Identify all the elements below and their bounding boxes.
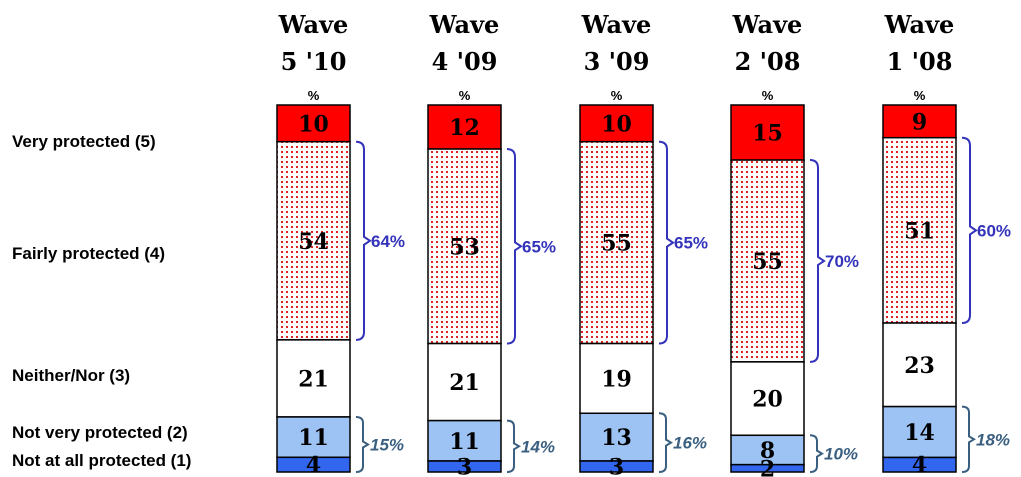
bar-segment-very-protected xyxy=(882,104,957,139)
data-label-not-very-protected: 11 xyxy=(298,425,329,451)
category-label: 5 '10 xyxy=(281,47,347,76)
bar-segment-neither-nor xyxy=(427,342,502,422)
bar-segment-very-protected xyxy=(730,104,805,161)
net-not-protected-label: 15% xyxy=(370,435,404,454)
data-label-not-at-all-protected: 4 xyxy=(912,453,927,477)
data-label-not-at-all-protected: 3 xyxy=(457,454,472,477)
data-label-not-at-all-protected: 2 xyxy=(760,456,775,477)
net-protected-label: 60% xyxy=(977,221,1011,240)
bar-segment-very-protected xyxy=(579,104,654,143)
bracket-not-protected xyxy=(658,412,673,473)
row-label-very-protected: Very protected (5) xyxy=(12,132,156,151)
net-not-protected-label: 16% xyxy=(673,434,707,453)
bar-segment-not-very-protected xyxy=(276,416,351,459)
data-label-not-very-protected: 13 xyxy=(601,425,632,451)
data-label-neither-nor: 20 xyxy=(752,387,783,413)
data-label-fairly-protected: 53 xyxy=(449,234,480,260)
row-label-fairly-protected: Fairly protected (4) xyxy=(12,244,165,263)
category-label: Wave xyxy=(429,10,500,39)
percent-symbol: % xyxy=(611,88,623,103)
net-protected-label: 70% xyxy=(825,252,859,271)
bar-segment-fairly-protected xyxy=(579,140,654,345)
net-not-protected-label: 14% xyxy=(521,437,555,456)
category-label: 4 '09 xyxy=(432,47,498,76)
category-label: 2 '08 xyxy=(735,47,801,76)
data-label-fairly-protected: 51 xyxy=(904,218,935,244)
bar-segment-fairly-protected xyxy=(730,159,805,363)
net-protected-label: 65% xyxy=(674,234,708,253)
bracket-protected xyxy=(809,159,826,363)
data-label-very-protected: 10 xyxy=(601,111,632,137)
bar-segment-not-at-all-protected xyxy=(427,460,502,473)
data-label-neither-nor: 21 xyxy=(449,370,480,396)
data-label-very-protected: 12 xyxy=(449,115,480,141)
data-label-very-protected: 10 xyxy=(298,111,329,137)
data-label-neither-nor: 21 xyxy=(298,366,329,392)
category-label: 3 '09 xyxy=(584,47,650,76)
bracket-not-protected xyxy=(506,419,521,473)
bar-group-5: Wave 1 '08% 9 51 23 14 4 60% 18% xyxy=(882,10,1011,477)
row-labels: Very protected (5) Fairly protected (4) Ne… xyxy=(12,132,191,470)
category-label: 1 '08 xyxy=(887,47,953,76)
bar-segment-not-at-all-protected xyxy=(276,456,351,473)
data-label-fairly-protected: 55 xyxy=(601,231,632,257)
percent-symbol: % xyxy=(914,88,926,103)
bar-group-1: Wave 5 '10% 10 54 21 114 64% 15% xyxy=(276,10,405,477)
percent-symbol: % xyxy=(762,88,774,103)
category-label: Wave xyxy=(732,10,803,39)
bracket-not-protected xyxy=(961,405,976,473)
bar-group-3: Wave 3 '09% 10 55 19 13 3 65% 16% xyxy=(579,10,708,477)
bar-segment-fairly-protected xyxy=(276,140,351,341)
bracket-protected xyxy=(355,140,372,341)
bar-group-4: Wave 2 '08% 15 55 20 82 70% 10% xyxy=(730,10,859,477)
net-protected-label: 64% xyxy=(371,232,405,251)
data-label-not-at-all-protected: 4 xyxy=(306,453,321,477)
bar-segment-neither-nor xyxy=(730,361,805,437)
bracket-protected xyxy=(506,148,523,345)
bar-segment-not-very-protected xyxy=(730,434,805,466)
bar-segment-not-at-all-protected xyxy=(730,463,805,473)
percent-symbol: % xyxy=(308,88,320,103)
data-label-fairly-protected: 54 xyxy=(298,229,329,255)
data-label-neither-nor: 23 xyxy=(904,353,935,379)
net-not-protected-label: 10% xyxy=(824,445,858,464)
bar-segment-not-at-all-protected xyxy=(579,460,654,473)
bar-segment-not-at-all-protected xyxy=(882,456,957,473)
data-label-not-very-protected: 14 xyxy=(904,420,935,446)
bar-segment-neither-nor xyxy=(276,339,351,418)
data-label-not-at-all-protected: 3 xyxy=(609,454,624,477)
row-label-not-at-all-protected: Not at all protected (1) xyxy=(12,451,191,470)
bracket-protected xyxy=(658,140,675,345)
data-label-neither-nor: 19 xyxy=(601,366,632,392)
data-label-not-very-protected: 8 xyxy=(760,438,775,464)
category-label: Wave xyxy=(278,10,349,39)
category-label: Wave xyxy=(884,10,955,39)
net-not-protected-label: 18% xyxy=(976,430,1010,449)
row-label-not-very-protected: Not very protected (2) xyxy=(12,423,188,442)
bracket-not-protected xyxy=(809,434,824,473)
data-label-not-very-protected: 11 xyxy=(449,429,480,455)
bar-group-2: Wave 4 '09% 12 53 21 113 65% 14% xyxy=(427,10,556,477)
bar-segment-very-protected xyxy=(276,104,351,143)
bar-segment-not-very-protected xyxy=(579,412,654,462)
category-label: Wave xyxy=(581,10,652,39)
data-label-very-protected: 9 xyxy=(912,109,927,135)
data-label-very-protected: 15 xyxy=(752,121,783,147)
data-label-fairly-protected: 55 xyxy=(752,249,783,275)
bracket-not-protected xyxy=(355,415,370,473)
percent-symbol: % xyxy=(459,88,471,103)
bracket-protected xyxy=(961,136,978,325)
row-label-neither-nor: Neither/Nor (3) xyxy=(12,366,130,385)
net-protected-label: 65% xyxy=(522,237,556,256)
bar-segment-not-very-protected xyxy=(427,419,502,462)
